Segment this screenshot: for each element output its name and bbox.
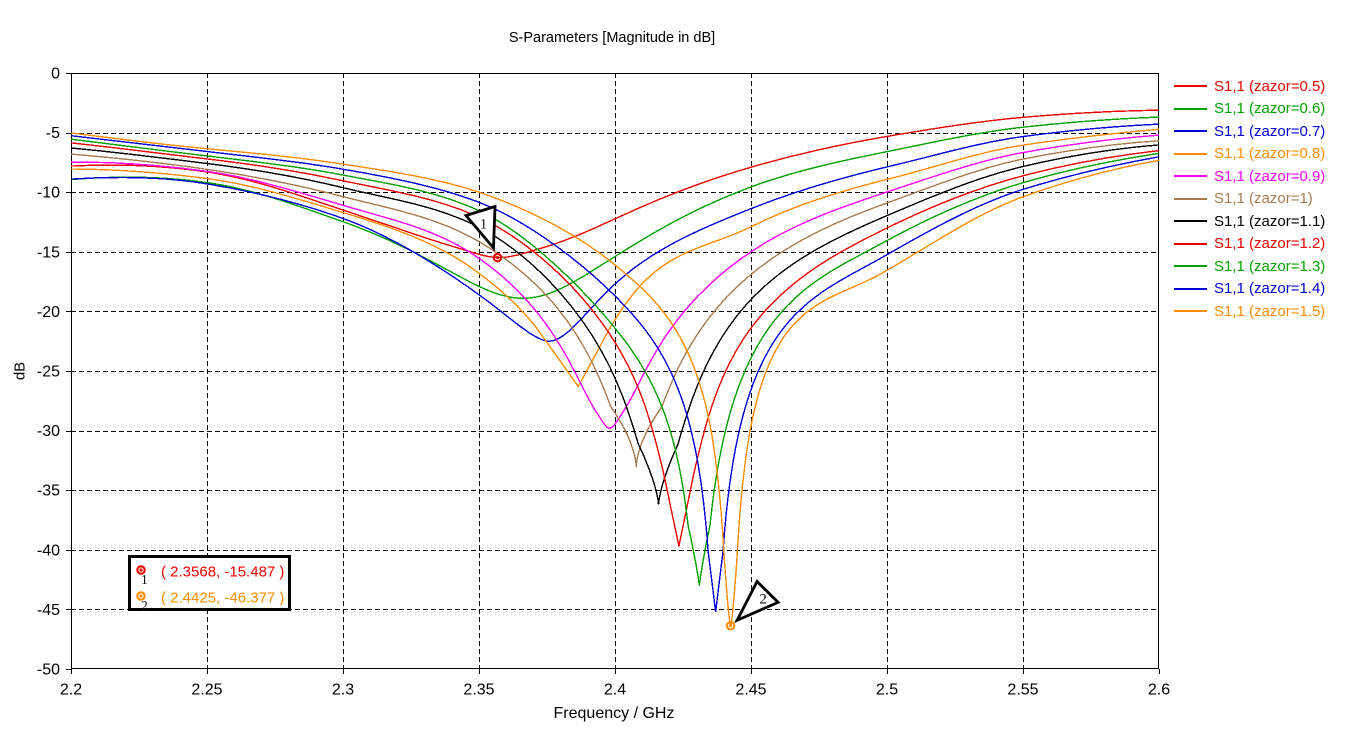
y-tick-label: -40 [37, 542, 60, 559]
legend-label: S1,1 (zazor=1.5) [1214, 302, 1326, 320]
marker-readout-box[interactable]: 1 ( 2.3568, -15.487 ) 2 ( 2.4425, -46.377 ) [128, 555, 291, 613]
x-tick-label: 2.4 [604, 682, 626, 699]
legend-label: S1,1 (zazor=0.6) [1214, 100, 1326, 118]
series-line-zazor-1.3 [70, 138, 1160, 586]
x-tick-label: 2.6 [1148, 682, 1170, 699]
series-curves [70, 109, 1160, 626]
legend-item-zazor-0.5[interactable]: S1,1 (zazor=0.5) [1174, 75, 1325, 98]
marker-readout-text: ( 2.3568, -15.487 ) [161, 563, 285, 581]
x-tick-label: 2.2 [60, 682, 82, 699]
marker-number: 1 [141, 572, 148, 587]
series-line-zazor-1 [70, 140, 1160, 468]
marker-point-dot [729, 624, 733, 628]
legend-line-swatch [1174, 107, 1207, 110]
marker-flag[interactable] [734, 579, 781, 624]
legend-line-swatch [1174, 152, 1207, 155]
marker-point-icon[interactable] [492, 252, 503, 263]
legend-label: S1,1 (zazor=1.4) [1214, 280, 1326, 298]
legend-label: S1,1 (zazor=0.8) [1214, 145, 1326, 163]
y-tick-label: -30 [37, 423, 60, 440]
legend-item-zazor-1.3[interactable]: S1,1 (zazor=1.3) [1174, 255, 1325, 278]
x-tick-label: 2.5 [876, 682, 898, 699]
y-tick-label: -10 [37, 185, 60, 202]
legend-label: S1,1 (zazor=0.7) [1214, 122, 1326, 140]
legend-line-swatch [1174, 130, 1207, 133]
legend-item-zazor-0.8[interactable]: S1,1 (zazor=0.8) [1174, 143, 1325, 166]
x-tick-label: 2.35 [463, 682, 494, 699]
legend-line-swatch [1174, 265, 1207, 268]
y-tick-label: -20 [37, 304, 60, 321]
legend-item-zazor-1.1[interactable]: S1,1 (zazor=1.1) [1174, 210, 1325, 233]
legend-line-swatch [1174, 287, 1207, 290]
marker-readout-row-2: 2 ( 2.4425, -46.377 ) [131, 585, 288, 613]
series-line-zazor-0.7 [70, 123, 1160, 342]
series-line-zazor-1.5 [70, 132, 1160, 626]
legend-item-zazor-0.7[interactable]: S1,1 (zazor=0.7) [1174, 120, 1325, 143]
legend-item-zazor-0.6[interactable]: S1,1 (zazor=0.6) [1174, 98, 1325, 121]
series-line-zazor-0.5 [70, 109, 1160, 259]
y-tick-label: -50 [37, 662, 60, 679]
marker-1[interactable]: 1 [463, 204, 503, 263]
plot-border [71, 73, 1159, 669]
marker-flag-number: 1 [480, 217, 488, 233]
series-line-zazor-0.9 [70, 134, 1160, 429]
x-axis-label: Frequency / GHz [553, 705, 675, 722]
series-line-zazor-1.4 [70, 135, 1160, 612]
marker-point-icon[interactable] [725, 621, 736, 631]
marker-point-icon [136, 565, 146, 575]
x-tick-label: 2.45 [735, 682, 766, 699]
marker-flag[interactable] [463, 204, 497, 252]
y-tick-label: -25 [37, 364, 60, 381]
grid [66, 73, 1160, 674]
y-tick-label: -5 [46, 125, 60, 142]
legend-label: S1,1 (zazor=1.3) [1214, 257, 1326, 275]
legend-item-zazor-1.5[interactable]: S1,1 (zazor=1.5) [1174, 300, 1325, 323]
legend-line-swatch [1174, 242, 1207, 245]
legend-label: S1,1 (zazor=1.1) [1214, 212, 1326, 230]
marker-flag-number: 2 [759, 592, 767, 608]
x-tick-label: 2.25 [191, 682, 222, 699]
marker-2[interactable]: 2 [725, 579, 781, 631]
marker-point-dot [495, 256, 500, 260]
x-tick-label: 2.55 [1007, 682, 1038, 699]
y-tick-label: -45 [37, 602, 60, 619]
legend-item-zazor-0.9[interactable]: S1,1 (zazor=0.9) [1174, 165, 1325, 188]
legend-label: S1,1 (zazor=0.9) [1214, 167, 1326, 185]
tick-labels: 2.2 2.25 2.3 2.35 2.4 2.45 2.5 2.55 2.6 0 -5 -10 -15… [37, 66, 1170, 699]
marker-point-icon [136, 591, 146, 601]
legend-label: S1,1 (zazor=1.2) [1214, 235, 1326, 253]
chart-title: S-Parameters [Magnitude in dB] [508, 30, 716, 46]
y-tick-label: -35 [37, 483, 60, 500]
marker-number: 2 [141, 598, 148, 613]
legend-item-zazor-1.2[interactable]: S1,1 (zazor=1.2) [1174, 233, 1325, 256]
legend-line-swatch [1174, 85, 1207, 88]
legend-line-swatch [1174, 197, 1207, 200]
legend-item-zazor-1.4[interactable]: S1,1 (zazor=1.4) [1174, 278, 1325, 301]
legend: S1,1 (zazor=0.5) S1,1 (zazor=0.6) S1,1 (za… [1174, 75, 1325, 323]
series-line-zazor-0.8 [70, 128, 1160, 388]
legend-line-swatch [1174, 310, 1207, 313]
legend-label: S1,1 (zazor=1) [1214, 190, 1313, 208]
legend-line-swatch [1174, 175, 1207, 178]
y-axis-label: dB [11, 361, 29, 381]
x-tick-label: 2.3 [332, 682, 354, 699]
y-tick-label: -15 [37, 244, 60, 261]
y-tick-label: 0 [51, 66, 60, 83]
legend-item-zazor-1[interactable]: S1,1 (zazor=1) [1174, 188, 1325, 211]
marker-readout-row-1: 1 ( 2.3568, -15.487 ) [131, 559, 288, 587]
legend-label: S1,1 (zazor=0.5) [1214, 77, 1326, 95]
series-line-zazor-1.1 [70, 144, 1160, 505]
marker-readout-text: ( 2.4425, -46.377 ) [161, 589, 285, 607]
legend-line-swatch [1174, 220, 1207, 223]
